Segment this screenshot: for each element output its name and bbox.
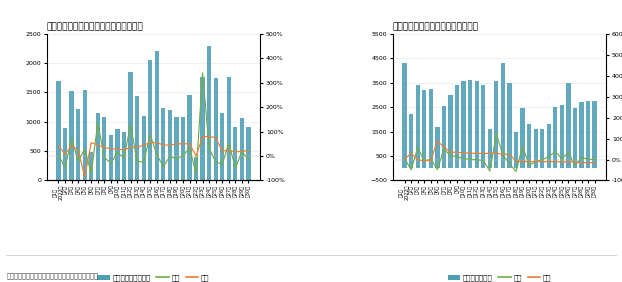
Bar [207,46,211,180]
Bar [109,135,113,180]
Bar [455,85,459,168]
Bar [155,51,159,180]
Bar [142,116,146,180]
Bar [76,109,80,180]
Bar [579,102,583,168]
Bar [560,105,564,168]
Bar [233,127,238,180]
Bar [481,85,485,168]
Bar [553,107,557,168]
Bar [135,96,139,180]
Bar [115,129,119,180]
Bar [527,124,531,168]
Bar [475,81,479,168]
Bar [521,108,525,168]
Bar [494,81,498,168]
Bar [181,117,185,180]
Bar [246,127,251,180]
Bar [501,63,505,168]
Bar [200,77,205,180]
Bar [174,117,179,180]
Bar [148,60,152,180]
Bar [514,132,518,168]
Bar [422,90,427,168]
Bar [448,95,453,168]
Bar [220,113,225,180]
Bar [429,89,433,168]
Bar [96,113,100,180]
Bar [462,81,466,168]
Bar [89,152,93,180]
Bar [573,108,577,168]
Bar [102,117,106,180]
Text: 北京新建商品住宅周度成交套数及同环比: 北京新建商品住宅周度成交套数及同环比 [47,23,144,32]
Bar [187,95,192,180]
Bar [194,157,198,180]
Text: 北京二手住宅周度成交套数及同环比: 北京二手住宅周度成交套数及同环比 [392,23,479,32]
Bar [547,124,551,168]
Bar [83,90,87,180]
Bar [226,77,231,180]
Bar [168,109,172,180]
Bar [540,129,544,168]
Bar [442,106,446,168]
Bar [593,101,596,168]
Text: 数据来源：北京房管局，诸葛找房数据研究中心整理: 数据来源：北京房管局，诸葛找房数据研究中心整理 [6,273,98,279]
Bar [435,127,440,168]
Bar [508,83,511,168]
Bar [409,114,413,168]
Bar [566,83,570,168]
Bar [488,129,492,168]
Bar [70,91,74,180]
Bar [534,129,538,168]
Bar [57,81,60,180]
Legend: 二手住宅（套）, 环比, 同比: 二手住宅（套）, 环比, 同比 [445,272,554,282]
Bar [161,108,165,180]
Bar [468,80,472,168]
Bar [240,118,244,180]
Bar [586,101,590,168]
Legend: 新建商品住宅（套）, 环比, 同比: 新建商品住宅（套）, 环比, 同比 [95,272,212,282]
Bar [415,85,420,168]
Bar [213,78,218,180]
Bar [63,128,67,180]
Bar [402,63,407,168]
Bar [128,72,132,180]
Bar [122,132,126,180]
